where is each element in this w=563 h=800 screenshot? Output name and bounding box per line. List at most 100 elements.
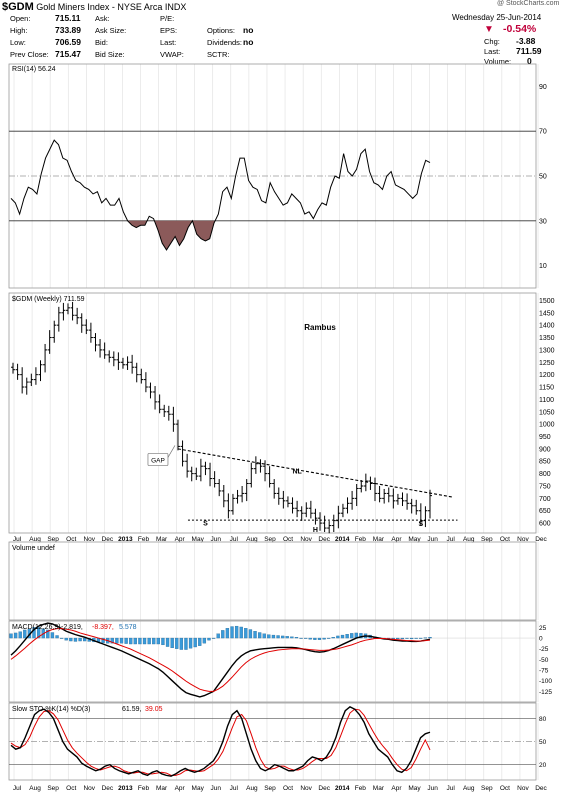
x-axis-label: Dec <box>535 536 547 543</box>
open-value: 715.11 <box>55 13 81 23</box>
price-y-tick-label: 1450 <box>539 310 555 317</box>
x-axis-label-bottom: 2014 <box>335 785 350 792</box>
sctr-label: SCTR: <box>207 50 230 59</box>
low-label: Low: <box>10 38 26 47</box>
sto-legend-k: 61.59, <box>122 706 142 713</box>
macd-histogram-bar <box>216 633 220 639</box>
x-axis-label-bottom: 2013 <box>118 785 133 792</box>
price-y-tick-label: 1250 <box>539 360 555 367</box>
x-axis-label-bottom: Jul <box>13 785 22 792</box>
macd-signal-line <box>10 628 431 692</box>
macd-histogram-bar <box>359 633 363 639</box>
macd-histogram-bar <box>115 637 119 644</box>
macd-histogram-bar <box>331 637 335 639</box>
symbol-title: $GDM Gold Miners Index - NYSE Arca INDX <box>2 1 186 13</box>
x-axis-label: Aug <box>29 536 41 543</box>
macd-legend-hist: 5.578 <box>119 624 137 631</box>
x-axis-label: Jun <box>427 536 438 543</box>
price-y-tick-label: 1050 <box>539 409 555 416</box>
bid-size-label: Bid Size: <box>95 50 125 59</box>
price-y-tick-label: 900 <box>539 446 551 453</box>
macd-histogram-bar <box>179 637 184 650</box>
x-axis-label-bottom: May <box>408 785 421 792</box>
macd-histogram-bar <box>414 637 418 639</box>
rsi-y-tick-label: 90 <box>539 84 547 91</box>
macd-histogram-bar <box>36 627 41 639</box>
macd-histogram-bar <box>46 629 50 639</box>
macd-histogram-bar <box>304 637 308 639</box>
x-axis-label-bottom: Oct <box>66 785 76 792</box>
x-axis-label-bottom: Jul <box>230 785 239 792</box>
macd-histogram-bar <box>350 633 354 639</box>
macd-histogram-bar <box>175 637 179 649</box>
x-axis-label-bottom: Feb <box>355 785 367 792</box>
x-axis-label: Mar <box>156 536 168 543</box>
macd-histogram-bar <box>188 637 193 649</box>
macd-histogram-bar <box>55 635 59 639</box>
sto-d-line <box>10 708 431 776</box>
x-axis-label: Sep <box>481 536 493 543</box>
macd-legend-signal: -8.397, <box>92 624 114 631</box>
x-axis-label: Dec <box>318 536 330 543</box>
price-y-tick-label: 600 <box>539 521 551 528</box>
macd-histogram-bar <box>142 637 147 645</box>
macd-y-tick-label: 0 <box>539 636 543 643</box>
x-axis-label-bottom: Nov <box>83 785 95 792</box>
neckline-trendline <box>177 448 454 498</box>
macd-histogram-bar <box>64 637 68 641</box>
x-axis-label: 2013 <box>118 536 133 543</box>
x-axis-label: Jul <box>13 536 22 543</box>
rsi-y-tick-label: 50 <box>539 174 547 181</box>
price-y-tick-label: 1300 <box>539 347 555 354</box>
symbol: $GDM <box>2 1 34 13</box>
last-label: Last: <box>160 38 177 47</box>
x-axis-label: Apr <box>391 536 402 543</box>
macd-histogram-bar <box>78 637 82 642</box>
rsi-oversold-fill <box>154 220 193 250</box>
sto-legend-d: 39.05 <box>145 706 163 713</box>
rsi-legend: RSI(14) 56.24 <box>12 66 56 73</box>
macd-histogram-bar <box>294 637 299 639</box>
price-y-tick-label: 1100 <box>539 397 554 404</box>
volume-label: Volume: <box>484 57 512 66</box>
macd-histogram-bar <box>207 637 211 641</box>
x-axis-label: Oct <box>500 536 510 543</box>
macd-histogram-bar <box>133 637 137 645</box>
date-line: Wednesday 25-Jun-2014 <box>452 13 542 22</box>
x-axis-label-bottom: Oct <box>283 785 293 792</box>
macd-histogram-bar <box>13 632 18 639</box>
change-percent: -0.54% <box>503 23 537 35</box>
price-y-tick-label: 1400 <box>539 323 555 330</box>
macd-histogram-bar <box>152 637 156 645</box>
macd-y-tick-label: -25 <box>539 646 549 653</box>
options-label: Options: <box>207 26 235 35</box>
price-y-tick-label: 800 <box>539 471 551 478</box>
macd-histogram-bar <box>276 635 280 639</box>
macd-histogram-bar <box>308 637 312 640</box>
x-axis-label: Aug <box>246 536 258 543</box>
gap-label-pointer <box>167 445 176 458</box>
sto-y-tick-label: 80 <box>539 716 547 723</box>
pattern-label-h: H <box>313 527 318 534</box>
low-value: 706.59 <box>55 37 81 47</box>
sto-y-tick-label: 50 <box>539 739 547 746</box>
macd-y-tick-label: 25 <box>539 625 547 632</box>
macd-histogram-bar <box>32 627 36 639</box>
macd-y-tick-label: -75 <box>539 668 549 675</box>
price-y-tick-label: 1000 <box>539 422 555 429</box>
x-axis-label: May <box>408 536 421 543</box>
macd-histogram-bar <box>239 626 243 639</box>
x-axis-label-bottom: Dec <box>318 785 330 792</box>
x-axis-label: Nov <box>83 536 95 543</box>
x-axis-label-bottom: Jun <box>427 785 438 792</box>
price-y-tick-label: 850 <box>539 459 551 466</box>
macd-line <box>10 622 431 698</box>
high-label: High: <box>10 26 28 35</box>
open-label: Open: <box>10 14 31 23</box>
price-y-tick-label: 1500 <box>539 298 555 305</box>
gap-label-box <box>147 453 169 466</box>
rsi-y-tick-label: 30 <box>539 218 547 225</box>
pe-label: P/E: <box>160 14 175 23</box>
macd-histogram-bar <box>129 637 133 645</box>
